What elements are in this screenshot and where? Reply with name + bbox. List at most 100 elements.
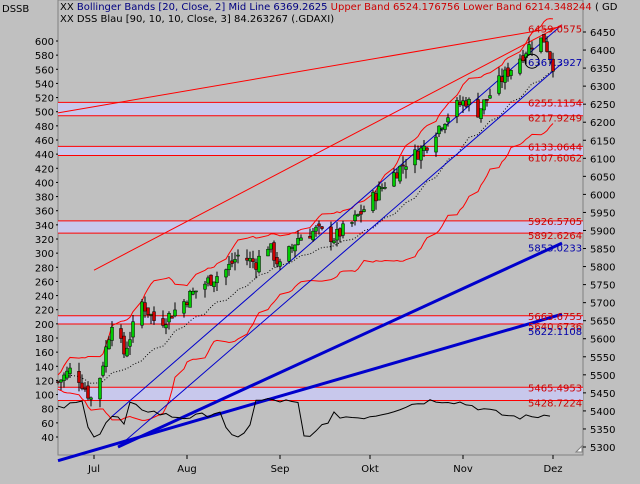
candle-body	[350, 222, 354, 224]
candle-body	[482, 99, 486, 111]
price-tick-label: 5600	[590, 335, 615, 346]
candle-body	[485, 99, 489, 101]
level-label-bottom: 6107.6062	[528, 154, 582, 165]
candle-body	[503, 69, 507, 83]
candle-body	[56, 381, 60, 383]
candle-body	[467, 98, 471, 106]
candle-body	[128, 339, 132, 347]
candle-body	[146, 307, 150, 315]
osc-tick-label: 420	[35, 164, 54, 175]
osc-tick-label: 460	[35, 136, 54, 147]
candle-body	[521, 55, 525, 62]
osc-tick-label: 380	[35, 193, 54, 204]
osc-tick-label: 80	[41, 405, 54, 416]
resize-corner-icon[interactable]	[574, 444, 583, 453]
level-label-bottom: 5640.6736	[528, 322, 582, 333]
level-label-top: 6255.1154	[528, 98, 582, 109]
level-label-top: 5663.6755	[528, 312, 582, 323]
candle-body	[209, 274, 213, 286]
candle-body	[119, 328, 123, 339]
candle-body	[293, 244, 297, 252]
trend-line	[93, 24, 563, 271]
candle-body	[401, 164, 405, 167]
candle-body	[413, 149, 417, 166]
candle-body	[395, 172, 399, 179]
blue-level-label: 5853.0233	[528, 243, 582, 254]
candle-body	[122, 335, 126, 355]
candle-body	[173, 309, 177, 317]
level-label-bottom: 5428.7224	[528, 399, 582, 410]
osc-tick-label: 200	[35, 320, 54, 331]
candle-body	[314, 226, 318, 232]
blue-level-label: 6367.3927	[528, 58, 582, 69]
time-tick-label: Sep	[271, 464, 290, 475]
candle-body	[341, 223, 345, 236]
osc-tick-label: 480	[35, 122, 54, 133]
price-tick-label: 6350	[590, 64, 615, 75]
candle-body	[455, 100, 459, 117]
osc-tick-label: 340	[35, 221, 54, 232]
candle-body	[320, 226, 324, 229]
candle-body	[164, 324, 168, 329]
osc-tick-label: 520	[35, 94, 54, 105]
trend-line	[57, 26, 563, 114]
candle-body	[149, 314, 153, 316]
osc-tick-label: 580	[35, 51, 54, 62]
candle-body	[509, 70, 513, 76]
candle-body	[353, 214, 357, 221]
candle-body	[227, 263, 231, 271]
candle-body	[527, 44, 531, 55]
level-label-top: 5926.5705	[528, 217, 582, 228]
time-tick-label: Nov	[453, 464, 473, 475]
candle-body	[125, 347, 129, 357]
candle-body	[248, 258, 252, 262]
time-tick-label: Okt	[361, 464, 379, 475]
osc-tick-label: 40	[41, 433, 54, 444]
candle-body	[101, 365, 105, 376]
osc-tick-label: 440	[35, 150, 54, 161]
candle-body	[446, 117, 450, 123]
price-tick-label: 6100	[590, 154, 615, 165]
time-tick-label: Dez	[543, 464, 562, 475]
price-tick-label: 5350	[590, 425, 615, 436]
level-zone	[58, 315, 583, 325]
candle-body	[77, 371, 81, 383]
osc-tick-label: 600	[35, 37, 54, 48]
candle-body	[275, 257, 279, 265]
candle-body	[167, 313, 171, 323]
blue-level-label: 5622.1108	[528, 327, 582, 338]
candle-body	[62, 374, 66, 381]
candle-body	[506, 67, 510, 77]
candle-body	[245, 257, 249, 261]
candle-body	[143, 302, 147, 312]
candle-body	[254, 262, 258, 270]
candle-body	[188, 290, 192, 308]
candle-body	[416, 150, 420, 160]
candle-body	[110, 326, 114, 341]
price-axis: 6450 6400 6350 6300 6250 6200 6150 6100 6050 6000…	[583, 28, 615, 454]
candle-body	[311, 230, 315, 241]
candle-body	[371, 192, 375, 211]
candle-body	[65, 370, 69, 379]
price-tick-label: 5750	[590, 281, 615, 292]
level-label-bottom: 5892.6264	[528, 231, 582, 242]
price-tick-label: 5650	[590, 317, 615, 328]
trend-line	[117, 63, 563, 448]
candle-body	[329, 226, 333, 243]
candle-body	[443, 123, 447, 130]
candle-body	[398, 165, 402, 182]
candle-body	[299, 237, 303, 241]
osc-tick-label: 260	[35, 277, 54, 288]
candle-body	[476, 99, 480, 118]
candle-body	[425, 147, 429, 151]
candle-body	[296, 238, 300, 245]
candle-body	[422, 145, 426, 151]
candle-body	[233, 259, 237, 263]
osc-tick-label: 60	[41, 419, 54, 430]
candle-body	[131, 321, 135, 338]
candle-body	[206, 277, 210, 284]
candle-body	[194, 290, 198, 293]
marker-circle	[524, 53, 540, 69]
price-tick-label: 5300	[590, 443, 615, 454]
